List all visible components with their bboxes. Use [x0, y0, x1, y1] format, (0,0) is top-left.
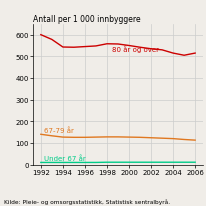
Text: Antall per 1 000 innbyggere: Antall per 1 000 innbyggere [33, 15, 140, 24]
Text: Kilde: Pleie- og omsorgsstatistikk, Statistisk sentralbyrå.: Kilde: Pleie- og omsorgsstatistikk, Stat… [4, 198, 170, 204]
Text: 67-79 år: 67-79 år [44, 126, 74, 133]
Text: Under 67 år: Under 67 år [44, 154, 85, 161]
Text: 80 år og over: 80 år og over [112, 45, 159, 53]
